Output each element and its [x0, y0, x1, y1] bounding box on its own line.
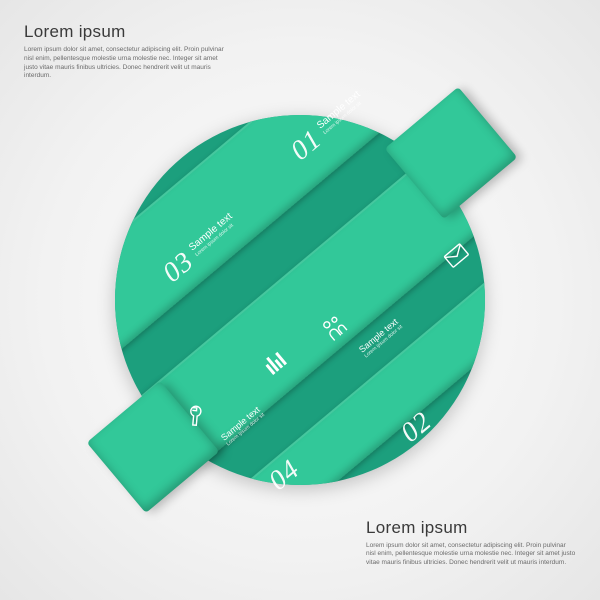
header-body: Lorem ipsum dolor sit amet, consectetur …	[24, 46, 224, 81]
header-title: Lorem ipsum	[24, 22, 224, 42]
header-text-block: Lorem ipsum Lorem ipsum dolor sit amet, …	[24, 22, 224, 81]
infographic-stage: Lorem ipsum Lorem ipsum dolor sit amet, …	[0, 0, 600, 600]
footer-title: Lorem ipsum	[366, 518, 576, 538]
circle-diagram: 01 Sample text Lorem ipsum dolor sit 03 …	[115, 115, 485, 485]
footer-text-block: Lorem ipsum Lorem ipsum dolor sit amet, …	[366, 518, 576, 568]
footer-body: Lorem ipsum dolor sit amet, consectetur …	[366, 542, 576, 568]
